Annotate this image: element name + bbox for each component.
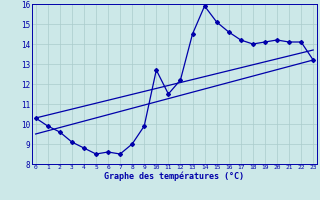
X-axis label: Graphe des températures (°C): Graphe des températures (°C) xyxy=(104,172,244,181)
